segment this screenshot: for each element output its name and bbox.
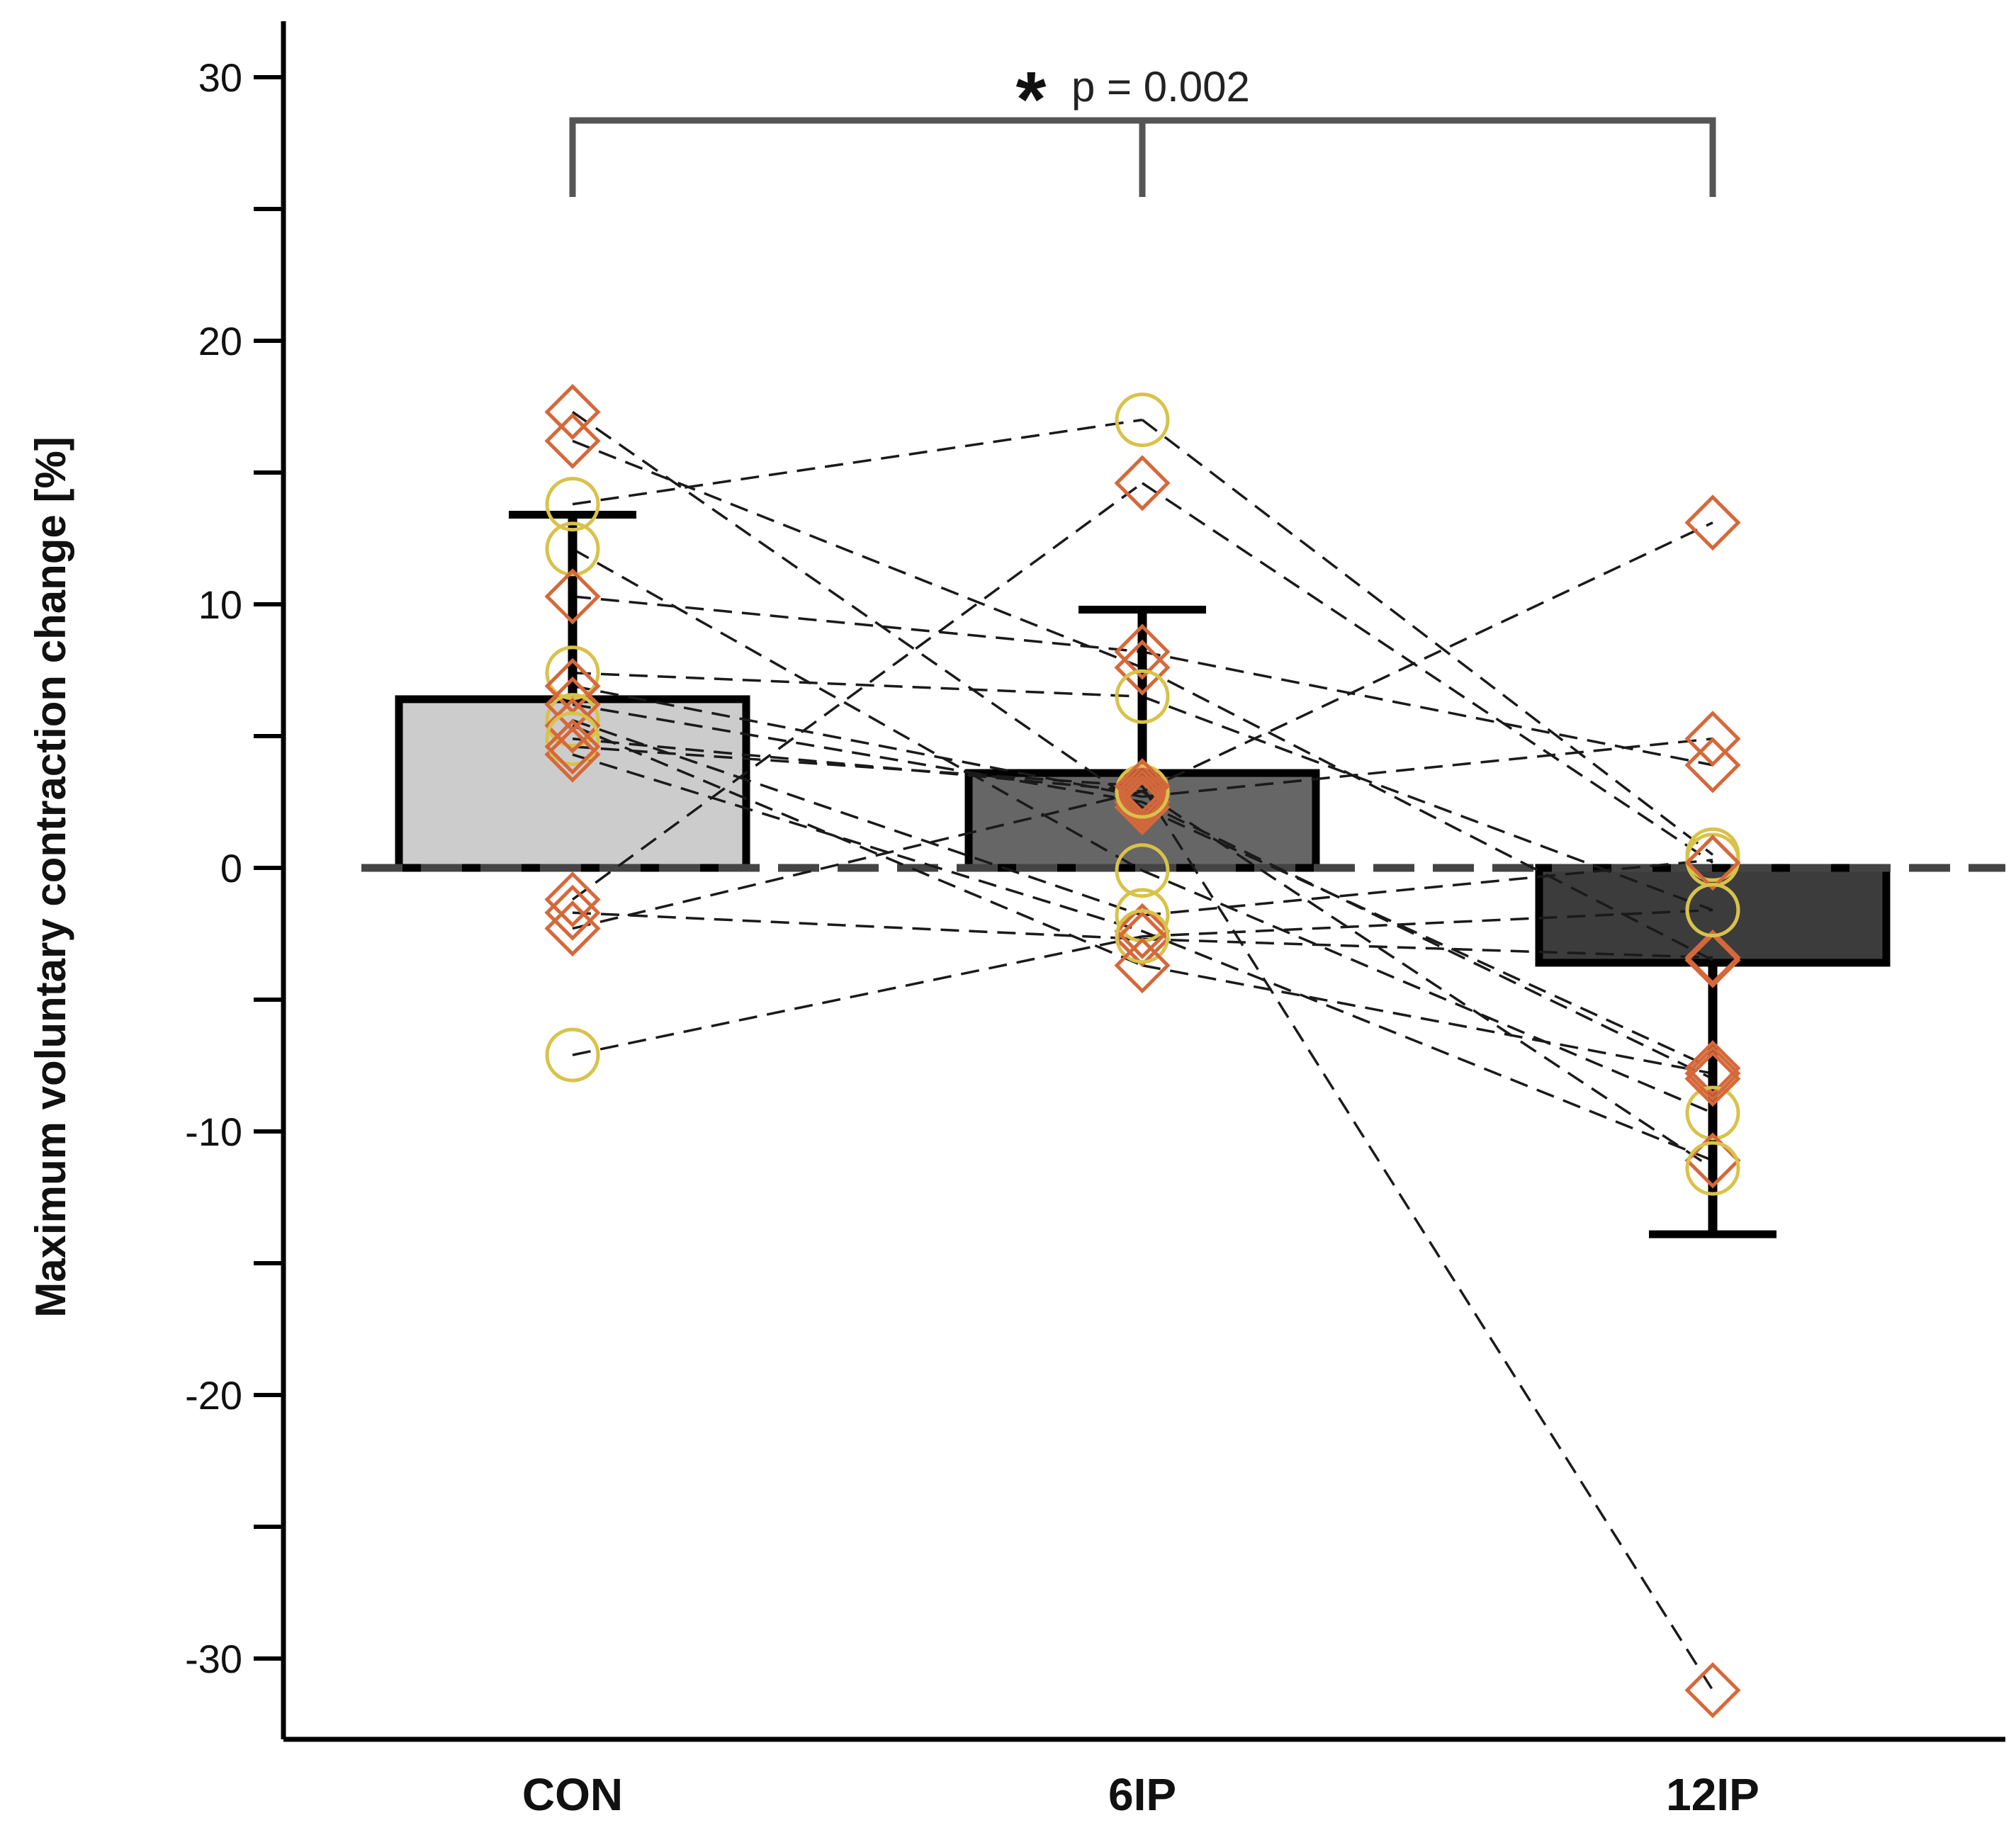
subject-marker-circle-8-1 bbox=[545, 693, 600, 748]
y-tick-label--20: -20 bbox=[185, 1373, 242, 1418]
subject-marker-diamond-10-3 bbox=[1684, 835, 1741, 891]
significance-layer: * p = 0.002 bbox=[569, 56, 1716, 197]
subject-line-16-2 bbox=[1142, 790, 1713, 1170]
significance-p-value: p = 0.002 bbox=[1071, 63, 1250, 111]
y-tick-label-30: 30 bbox=[198, 55, 242, 100]
subject-line-14-1 bbox=[572, 703, 1143, 803]
subject-marker-diamond-10-1 bbox=[544, 871, 601, 928]
subject-marker-diamond-1-3 bbox=[1684, 1040, 1741, 1097]
subject-marker-diamond-1-1 bbox=[544, 383, 601, 440]
subject-line-10-1 bbox=[571, 482, 1144, 901]
subject-line-16-1 bbox=[572, 737, 1143, 793]
subject-marker-circle-16-1 bbox=[545, 711, 600, 767]
subject-marker-circle-16-3 bbox=[1685, 1141, 1740, 1196]
subject-marker-diamond-17-3 bbox=[1684, 1662, 1741, 1719]
subject-marker-circle-4-1 bbox=[545, 521, 600, 577]
subject-marker-diamond-17-1 bbox=[544, 718, 601, 775]
subject-lines-layer bbox=[571, 411, 1714, 1691]
subject-line-2-2 bbox=[1142, 666, 1713, 961]
subject-marker-diamond-9-1 bbox=[544, 726, 601, 783]
subject-line-5-1 bbox=[572, 595, 1143, 653]
subject-marker-circle-13-1 bbox=[545, 1027, 600, 1083]
subject-line-9-2 bbox=[1142, 930, 1713, 1162]
subject-markers-layer bbox=[544, 383, 1741, 1719]
subject-marker-diamond-2-3 bbox=[1684, 932, 1741, 988]
subject-marker-circle-3-2 bbox=[1115, 392, 1170, 448]
subject-line-6-1 bbox=[572, 671, 1143, 698]
subject-line-9-1 bbox=[572, 753, 1143, 932]
y-tick-label-10: 10 bbox=[198, 582, 242, 627]
subject-marker-circle-16-2 bbox=[1115, 764, 1170, 819]
x-category-label-12ip: 12IP bbox=[1666, 1769, 1759, 1820]
subject-marker-circle-6-2 bbox=[1115, 669, 1170, 724]
axes-layer: -30 -20 -10 0 10 20 30 CON 6IP 12IP bbox=[185, 21, 2005, 1820]
y-tick-label-0: 0 bbox=[220, 846, 242, 891]
subject-line-4-1 bbox=[572, 548, 1143, 872]
subject-line-8-2 bbox=[1142, 859, 1713, 917]
subject-marker-diamond-12-1 bbox=[544, 900, 601, 957]
subject-line-15-1 bbox=[572, 724, 1143, 967]
subject-marker-diamond-5-2 bbox=[1114, 623, 1171, 680]
y-axis-title: Maximum voluntary contraction change [%] bbox=[27, 436, 74, 1318]
subject-line-10-2 bbox=[1142, 482, 1713, 864]
subject-marker-diamond-9-3 bbox=[1684, 1132, 1741, 1189]
subject-line-5-2 bbox=[1142, 650, 1713, 767]
y-tick-label--10: -10 bbox=[185, 1109, 242, 1154]
subject-marker-diamond-11-2 bbox=[1114, 910, 1171, 967]
subject-line-7-2 bbox=[1142, 737, 1713, 798]
subject-marker-diamond-14-3 bbox=[1684, 1051, 1741, 1107]
subject-line-11-1 bbox=[572, 911, 1143, 941]
subject-line-12-1 bbox=[572, 790, 1143, 930]
subject-line-4-2 bbox=[1142, 869, 1713, 1114]
subject-marker-diamond-15-1 bbox=[544, 697, 601, 754]
subject-marker-diamond-5-3 bbox=[1684, 737, 1741, 793]
subject-line-7-1 bbox=[572, 684, 1143, 798]
subject-line-3-1 bbox=[572, 418, 1143, 506]
subject-marker-diamond-12-3 bbox=[1684, 495, 1741, 551]
subject-marker-diamond-2-1 bbox=[544, 412, 601, 469]
subject-line-17-2 bbox=[1141, 785, 1714, 1691]
subject-line-13-1 bbox=[572, 935, 1143, 1056]
subject-line-14-2 bbox=[1142, 801, 1713, 1080]
subject-marker-circle-3-1 bbox=[545, 477, 600, 532]
subject-marker-circle-4-2 bbox=[1115, 843, 1170, 898]
subject-line-13-2 bbox=[1142, 908, 1713, 938]
subject-marker-diamond-11-3 bbox=[1684, 929, 1741, 986]
subject-marker-diamond-5-1 bbox=[544, 568, 601, 625]
subject-marker-diamond-17-2 bbox=[1114, 758, 1171, 815]
y-tick-label--30: -30 bbox=[185, 1637, 242, 1681]
subject-line-17-1 bbox=[572, 745, 1143, 788]
subject-marker-diamond-15-2 bbox=[1114, 937, 1171, 994]
subject-marker-diamond-15-3 bbox=[1684, 1045, 1741, 1102]
significance-star: * bbox=[1016, 56, 1047, 143]
subject-line-6-2 bbox=[1142, 695, 1713, 912]
subject-marker-circle-13-2 bbox=[1115, 909, 1170, 964]
x-category-label-con: CON bbox=[522, 1769, 623, 1820]
subject-line-3-2 bbox=[1141, 419, 1714, 856]
subject-line-11-2 bbox=[1142, 937, 1713, 959]
subject-marker-circle-4-3 bbox=[1685, 1085, 1740, 1141]
x-category-label-6ip: 6IP bbox=[1108, 1769, 1176, 1820]
subject-marker-diamond-10-2 bbox=[1114, 455, 1171, 512]
subject-marker-circle-13-3 bbox=[1685, 883, 1740, 938]
subject-line-12-2 bbox=[1142, 521, 1713, 793]
subject-line-15-2 bbox=[1142, 964, 1713, 1075]
subject-line-1-2 bbox=[1142, 806, 1713, 1070]
subject-marker-diamond-9-2 bbox=[1114, 903, 1171, 959]
subject-marker-diamond-7-2 bbox=[1114, 769, 1171, 825]
y-tick-label-20: 20 bbox=[198, 319, 242, 363]
subject-marker-diamond-14-1 bbox=[544, 676, 601, 733]
subject-line-2-1 bbox=[572, 439, 1143, 669]
subject-marker-diamond-11-1 bbox=[544, 884, 601, 941]
bar-12ip bbox=[1535, 864, 1891, 967]
subject-marker-diamond-7-3 bbox=[1684, 711, 1741, 767]
